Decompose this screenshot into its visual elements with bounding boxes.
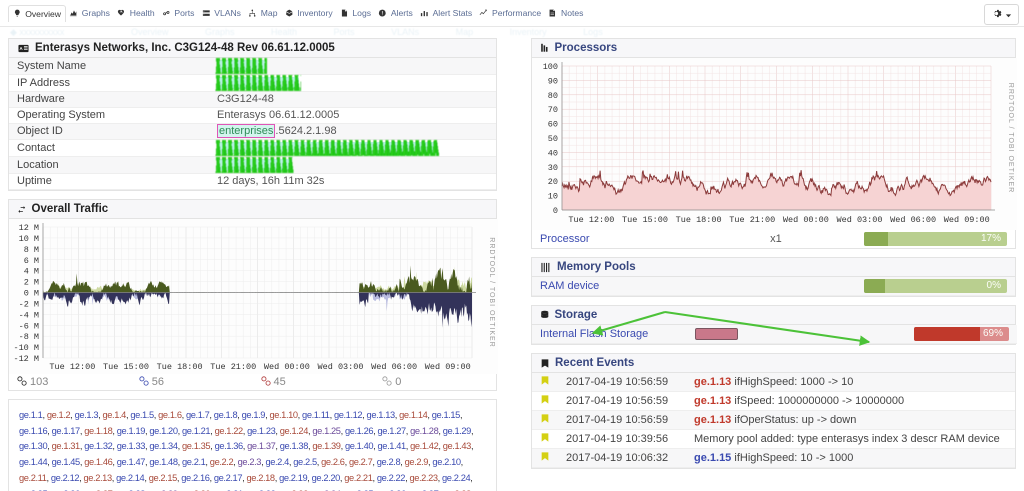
svg-text:10 M: 10 M	[19, 234, 39, 244]
svg-text:4 M: 4 M	[24, 267, 39, 277]
svg-text:20: 20	[548, 177, 558, 187]
svg-text:8 M: 8 M	[24, 245, 39, 255]
svg-text:RRDTOOL / TOBI OETIKER: RRDTOOL / TOBI OETIKER	[1007, 83, 1014, 193]
svg-text:-10 M: -10 M	[13, 343, 39, 353]
svg-text:Tue 12:00: Tue 12:00	[49, 362, 95, 372]
svg-text:30: 30	[548, 163, 558, 173]
svg-text:90: 90	[548, 76, 558, 86]
svg-text:70: 70	[548, 105, 558, 115]
svg-text:Wed 00:00: Wed 00:00	[264, 362, 310, 372]
svg-text:Wed 03:00: Wed 03:00	[318, 362, 364, 372]
svg-text:Wed 09:00: Wed 09:00	[425, 362, 471, 372]
svg-text:-4 M: -4 M	[19, 310, 39, 320]
svg-text:-12 M: -12 M	[13, 354, 39, 364]
svg-text:Tue 18:00: Tue 18:00	[157, 362, 203, 372]
svg-text:Wed 06:00: Wed 06:00	[371, 362, 417, 372]
svg-text:Tue 21:00: Tue 21:00	[210, 362, 256, 372]
svg-text:60: 60	[548, 120, 558, 130]
svg-text:RRDTOOL / TOBI OETIKER: RRDTOOL / TOBI OETIKER	[488, 237, 495, 347]
svg-text:12 M: 12 M	[19, 223, 39, 233]
svg-text:Wed 03:00: Wed 03:00	[837, 215, 883, 225]
svg-text:-8 M: -8 M	[19, 332, 39, 342]
svg-text:Tue 15:00: Tue 15:00	[103, 362, 149, 372]
svg-text:0 M: 0 M	[24, 289, 39, 299]
svg-text:-2 M: -2 M	[19, 299, 39, 309]
svg-text:Tue 21:00: Tue 21:00	[729, 215, 775, 225]
svg-text:40: 40	[548, 148, 558, 158]
svg-text:0: 0	[553, 206, 558, 216]
svg-text:2 M: 2 M	[24, 278, 39, 288]
svg-text:Wed 00:00: Wed 00:00	[783, 215, 829, 225]
svg-text:Wed 06:00: Wed 06:00	[890, 215, 936, 225]
svg-text:50: 50	[548, 134, 558, 144]
svg-text:10: 10	[548, 192, 558, 202]
svg-text:Tue 12:00: Tue 12:00	[568, 215, 614, 225]
svg-text:80: 80	[548, 91, 558, 101]
svg-text:-6 M: -6 M	[19, 321, 39, 331]
svg-text:6 M: 6 M	[24, 256, 39, 266]
svg-text:Wed 09:00: Wed 09:00	[944, 215, 990, 225]
svg-text:Tue 18:00: Tue 18:00	[676, 215, 722, 225]
svg-text:100: 100	[543, 62, 558, 72]
svg-text:Tue 15:00: Tue 15:00	[622, 215, 668, 225]
